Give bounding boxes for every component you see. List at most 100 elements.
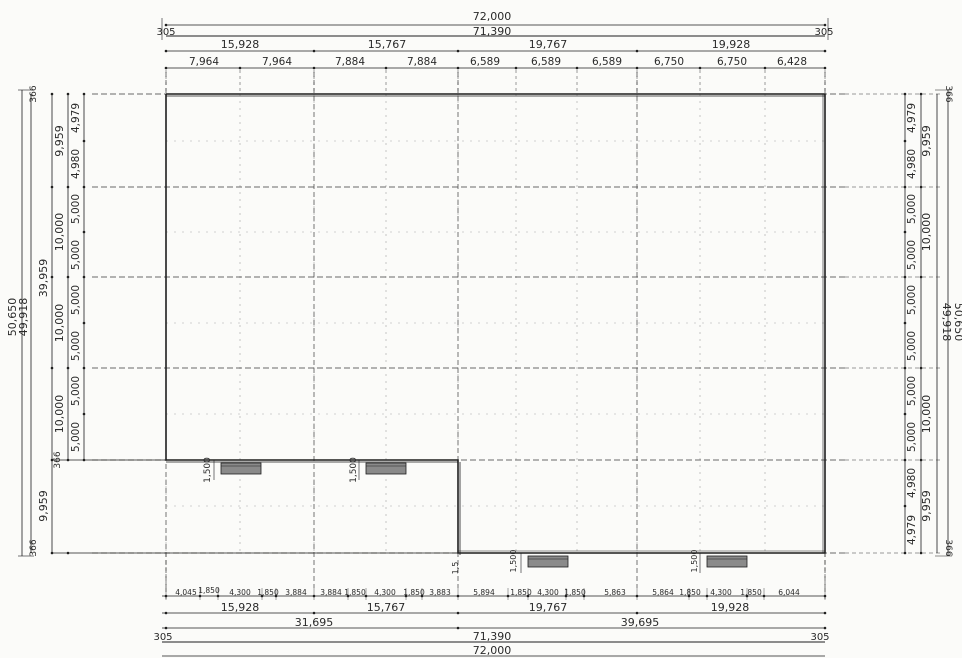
dimension-tick	[82, 185, 86, 189]
bottom-detail-dim: 5,863	[604, 588, 626, 597]
bottom-edge-left-dim: 305	[153, 632, 172, 643]
dimension-tick	[66, 92, 70, 96]
dimension-tick	[50, 185, 54, 189]
right-edge-top-dim: 366	[943, 85, 953, 102]
dimension-tick	[919, 185, 923, 189]
door-height-label: 1,500	[509, 550, 518, 573]
right-bay-dim: 10,000	[920, 213, 933, 252]
right-sub-dim: 5,000	[906, 376, 918, 406]
dimension-tick	[66, 185, 70, 189]
dimension-tick	[903, 458, 907, 462]
dimension-tick	[50, 275, 54, 279]
bottom-inner-dim: 71,390	[473, 630, 512, 643]
bottom-overall-dim: 72,000	[473, 644, 512, 657]
dimension-tick	[82, 92, 86, 96]
door-opening	[527, 555, 569, 568]
bottom-half-dim: 31,695	[295, 616, 334, 629]
left-upper-sub-dim: 5,000	[70, 376, 82, 406]
dimension-tick	[919, 366, 923, 370]
bottom-bay-dim: 19,767	[529, 601, 568, 614]
bottom-detail-dim: 1,850	[679, 588, 701, 597]
dimension-tick	[164, 49, 168, 53]
left-upper-sub-dim: 4,979	[70, 103, 82, 133]
dimension-tick	[50, 92, 54, 96]
door-height-label: 1,500	[203, 457, 213, 483]
dimension-tick	[164, 611, 168, 615]
left-edge-top-dim: 366	[29, 85, 39, 102]
left-upper-sub-dim: 5,000	[70, 194, 82, 224]
top-inner-dim: 71,390	[473, 25, 512, 38]
dimension-tick	[903, 185, 907, 189]
bottom-detail-dim: 3,884	[320, 588, 342, 597]
bottom-half-dim: 39,695	[621, 616, 660, 629]
dimension-tick	[82, 275, 86, 279]
bottom-detail-dim: 4,300	[229, 588, 251, 597]
door-opening	[706, 555, 748, 568]
left-upper-bay-dim: 9,959	[53, 125, 66, 157]
right-overall-dim: 50,650	[952, 303, 962, 342]
top-sub-bay-dim: 7,884	[407, 56, 437, 68]
dimension-tick	[50, 458, 54, 462]
dimension-tick	[456, 626, 460, 630]
bottom-detail-dim: 1,850	[257, 588, 279, 597]
left-upper-sub-dim: 5,000	[70, 285, 82, 315]
bottom-detail-dim: 4,300	[374, 588, 396, 597]
dimension-tick	[903, 92, 907, 96]
door-opening	[365, 462, 407, 475]
top-sub-bay-dim: 6,589	[592, 56, 622, 68]
dimension-tick	[82, 412, 86, 416]
bottom-detail-dim: 5,894	[473, 588, 495, 597]
bottom-bay-dim: 19,928	[711, 601, 750, 614]
door-opening	[220, 462, 262, 475]
dimension-tick	[903, 275, 907, 279]
dimension-tick	[82, 230, 86, 234]
dimension-tick	[903, 366, 907, 370]
dimension-tick	[456, 611, 460, 615]
bottom-detail-dim: 1,850	[740, 588, 762, 597]
bottom-detail-dim: 3,883	[429, 588, 451, 597]
dimension-tick	[82, 458, 86, 462]
dimension-tick	[82, 366, 86, 370]
dimension-tick	[384, 66, 388, 70]
dimension-tick	[635, 611, 639, 615]
right-inner-dim: 49,918	[940, 303, 953, 342]
dimension-tick	[164, 66, 168, 70]
dimension-tick	[919, 551, 923, 555]
dimension-tick	[903, 230, 907, 234]
dimension-tick	[919, 92, 923, 96]
left-edge-mid-dim: 366	[53, 451, 63, 468]
bottom-detail-dim: 1,850	[344, 588, 366, 597]
step-label: 1,5	[451, 562, 460, 575]
bottom-detail-dim: 3,884	[285, 588, 307, 597]
left-upper-sub-dim: 5,000	[70, 331, 82, 361]
dimension-tick	[919, 458, 923, 462]
right-sub-dim: 4,979	[906, 515, 918, 545]
dimension-tick	[66, 551, 70, 555]
left-upper-sub-dim: 5,000	[70, 422, 82, 452]
dimension-tick	[823, 49, 827, 53]
door-height-label: 1,500	[690, 550, 699, 573]
right-sub-dim: 4,980	[906, 468, 918, 498]
dimension-tick	[50, 551, 54, 555]
dimension-tick	[823, 626, 827, 630]
dimension-tick	[823, 23, 827, 27]
dimension-tick	[635, 66, 639, 70]
dimension-tick	[66, 458, 70, 462]
right-sub-dim: 5,000	[906, 331, 918, 361]
left-upper-total-dim: 39,959	[37, 259, 50, 298]
dimension-tick	[312, 611, 316, 615]
bottom-detail-dim: 1,850	[403, 588, 425, 597]
left-lower-bay-dim: 9,959	[37, 490, 50, 522]
left-upper-bay-dim: 10,000	[53, 213, 66, 252]
top-sub-bay-dim: 6,750	[654, 56, 684, 68]
building-outline	[165, 93, 826, 554]
top-sub-bay-dim: 6,589	[470, 56, 500, 68]
left-overall-dim: 50,650	[6, 298, 19, 337]
bottom-detail-dim: 4,045	[175, 588, 197, 597]
left-upper-bay-dim: 10,000	[53, 395, 66, 434]
dimension-labels: 72,000 305 71,390 305 15,928 15,767 19,7…	[6, 10, 962, 657]
top-bay-dim: 15,928	[221, 38, 260, 51]
top-bay-dim: 19,928	[712, 38, 751, 51]
right-bay-dim: 10,000	[920, 395, 933, 434]
